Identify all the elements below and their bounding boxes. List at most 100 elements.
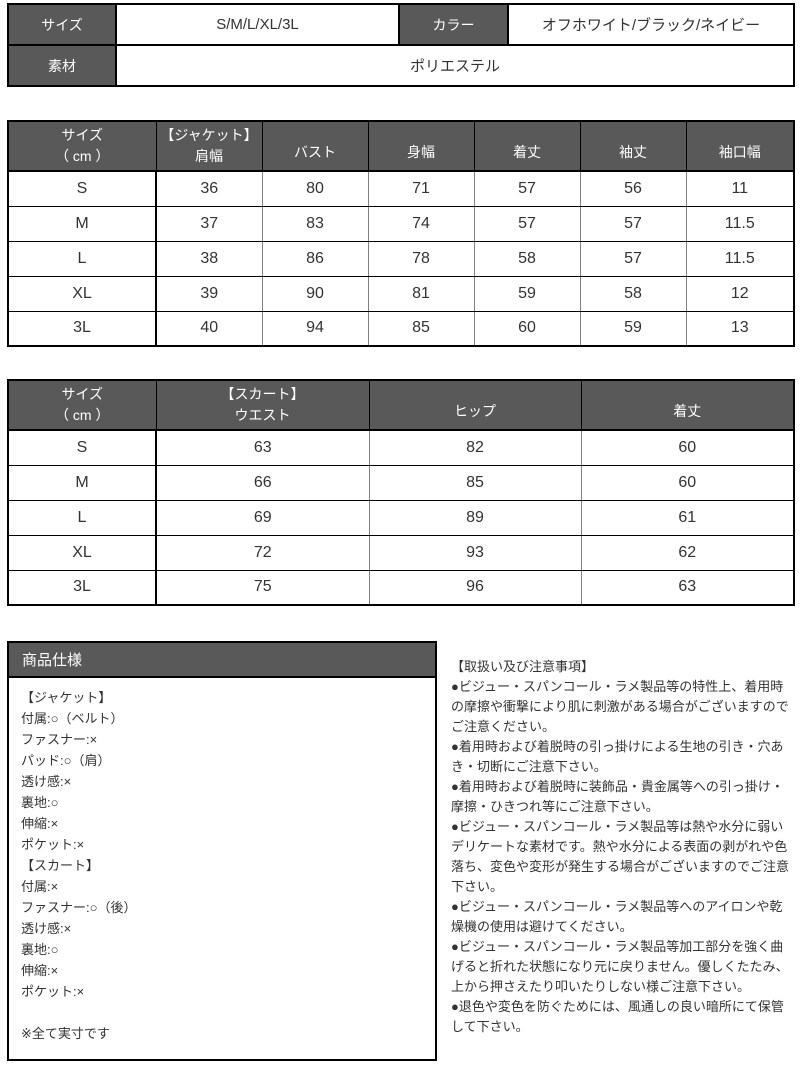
table-cell: 38 [155, 240, 263, 277]
table-cell: 59 [473, 275, 581, 312]
table-cell: XL [7, 275, 157, 312]
table-cell: 3L [7, 310, 157, 347]
table-cell: 57 [473, 170, 581, 207]
col-header-cuff-width: 袖口幅 [685, 120, 795, 172]
skirt-spec-line: ポケット:× [21, 984, 85, 999]
table-cell: S [7, 429, 157, 466]
table-cell: 62 [580, 534, 795, 571]
spec-box-body: 【ジャケット】 付属:○（ベルト） ファスナー:× パッド:○（肩） 透け感:× 裏地:… [9, 678, 435, 1053]
table-cell: 85 [368, 464, 582, 501]
handling-note-bullet: ●ビジュー・スパンコール・ラメ製品等の特性上、着用時の摩擦や衝撃により肌に刺激が… [451, 679, 789, 734]
col-header-skirt-waist: 【スカート】 ウエスト [155, 379, 370, 431]
skirt-spec-line: ファスナー:○（後） [21, 900, 137, 915]
table-cell: 36 [155, 170, 263, 207]
table-cell: 75 [155, 569, 370, 606]
spec-box-title: 商品仕様 [9, 643, 435, 678]
table-row: L 69 89 61 [7, 499, 795, 536]
table-cell: 63 [580, 569, 795, 606]
table-row: 3L 75 96 63 [7, 569, 795, 606]
table-cell: 69 [155, 499, 370, 536]
size-value-cell: S/M/L/XL/3L [115, 3, 400, 46]
skirt-spec-line: 透け感:× [21, 921, 72, 936]
table-row: M 37 83 74 57 57 11.5 [7, 205, 795, 242]
skirt-spec-line: 裏地:○ [21, 942, 59, 957]
table-row: XL 39 90 81 59 58 12 [7, 275, 795, 312]
table-cell: M [7, 464, 157, 501]
handling-notes: 【取扱い及び注意事項】 ●ビジュー・スパンコール・ラメ製品等の特性上、着用時の摩… [451, 641, 793, 1037]
jacket-header-row: サイズ （ cm ） 【ジャケット】 肩幅 バスト 身幅 着丈 袖丈 袖口幅 [7, 120, 795, 172]
jacket-spec-heading: 【ジャケット】 [21, 690, 112, 705]
col-header-body-width: 身幅 [367, 120, 475, 172]
table-cell: 81 [367, 275, 475, 312]
table-cell: 57 [579, 240, 687, 277]
skirt-table-body: S 63 82 60 M 66 85 60 L 69 89 61 XL 72 93 62 3L 75 96 63 [7, 429, 795, 606]
table-cell: 56 [579, 170, 687, 207]
skirt-spec-heading: 【スカート】 [21, 858, 100, 873]
table-cell: 59 [579, 310, 687, 347]
jacket-spec-list: 付属:○（ベルト） ファスナー:× パッド:○（肩） 透け感:× 裏地:○ 伸縮:× ポケッ… [21, 708, 423, 855]
col-header-jacket-label: 【ジャケット】 [160, 127, 258, 143]
skirt-spec-line: 付属:× [21, 879, 59, 894]
table-row: S 63 82 60 [7, 429, 795, 466]
handling-note-bullet: ●退色や変色を防ぐためには、風通しの良い暗所にて保管して下さい。 [451, 999, 784, 1034]
table-cell: 12 [685, 275, 795, 312]
col-header-length: 着丈 [473, 120, 581, 172]
handling-note-bullet: ●着用時および着脱時に装飾品・貴金属等への引っ掛け・摩擦・ひきつれ等にご注意下さ… [451, 779, 784, 814]
table-cell: 71 [367, 170, 475, 207]
table-cell: 11 [685, 170, 795, 207]
table-row: M 66 85 60 [7, 464, 795, 501]
table-cell: 57 [473, 205, 581, 242]
table-cell: 61 [580, 499, 795, 536]
table-cell: 90 [261, 275, 369, 312]
handling-note-bullet: ●ビジュー・スパンコール・ラメ製品等へのアイロンや乾燥機の使用は避けてください。 [451, 899, 783, 934]
table-cell: 94 [261, 310, 369, 347]
product-spec-box: 商品仕様 【ジャケット】 付属:○（ベルト） ファスナー:× パッド:○（肩） 透け感… [7, 641, 437, 1061]
table-row: L 38 86 78 58 57 11.5 [7, 240, 795, 277]
material-value-cell: ポリエステル [115, 44, 795, 87]
col-header-bust: バスト [261, 120, 369, 172]
table-cell: 3L [7, 569, 157, 606]
jacket-spec-line: 裏地:○ [21, 795, 59, 810]
jacket-spec-line: パッド:○（肩） [21, 753, 111, 768]
skirt-size-table: サイズ （ cm ） 【スカート】 ウエスト ヒップ 着丈 S 63 82 60 M 66… [7, 379, 795, 606]
table-cell: 78 [367, 240, 475, 277]
table-cell: 72 [155, 534, 370, 571]
table-cell: 74 [367, 205, 475, 242]
table-cell: M [7, 205, 157, 242]
table-cell: 13 [685, 310, 795, 347]
table-cell: 11.5 [685, 205, 795, 242]
col-header-length: 着丈 [580, 379, 795, 431]
col-header-skirt-label: 【スカート】 [220, 386, 305, 402]
jacket-table-body: S 36 80 71 57 56 11 M 37 83 74 57 57 11.5 L 38 86 78 58 57 1… [7, 170, 795, 347]
table-cell: 11.5 [685, 240, 795, 277]
col-header-size-line2: （ cm ） [55, 148, 110, 164]
col-header-size-line2: （ cm ） [55, 407, 110, 423]
jacket-spec-line: ファスナー:× [21, 732, 98, 747]
table-cell: 40 [155, 310, 263, 347]
table-cell: 37 [155, 205, 263, 242]
color-label-cell: カラー [398, 3, 509, 46]
table-cell: 96 [368, 569, 582, 606]
col-header-hip: ヒップ [368, 379, 582, 431]
material-label-cell: 素材 [7, 44, 117, 87]
handling-note-bullet: ●ビジュー・スパンコール・ラメ製品等は熱や水分に弱いデリケートな素材です。熱や水… [451, 819, 790, 894]
col-header-size-cm: サイズ （ cm ） [7, 120, 157, 172]
info-table: サイズ S/M/L/XL/3L カラー オフホワイト/ブラック/ネイビー 素材 … [7, 3, 795, 87]
table-row: S 36 80 71 57 56 11 [7, 170, 795, 207]
bottom-section: 商品仕様 【ジャケット】 付属:○（ベルト） ファスナー:× パッド:○（肩） 透け感… [7, 641, 793, 1061]
table-row: 3L 40 94 85 60 59 13 [7, 310, 795, 347]
jacket-spec-line: 伸縮:× [21, 816, 59, 831]
handling-notes-list: ●ビジュー・スパンコール・ラメ製品等の特性上、着用時の摩擦や衝撃により肌に刺激が… [451, 677, 793, 1037]
table-cell: 63 [155, 429, 370, 466]
table-cell: S [7, 170, 157, 207]
jacket-spec-line: ポケット:× [21, 837, 85, 852]
table-cell: 60 [580, 464, 795, 501]
handling-note-bullet: ●着用時および着脱時の引っ掛けによる生地の引き・穴あき・切断にご注意下さい。 [451, 739, 784, 774]
col-header-shoulder-width: 肩幅 [195, 148, 223, 164]
handling-note-bullet: ●ビジュー・スパンコール・ラメ製品等加工部分を強く曲げると折れた状態になり元に戻… [451, 939, 789, 994]
table-cell: 89 [368, 499, 582, 536]
table-cell: 60 [580, 429, 795, 466]
col-header-sleeve-length: 袖丈 [579, 120, 687, 172]
col-header-size-cm: サイズ （ cm ） [7, 379, 157, 431]
